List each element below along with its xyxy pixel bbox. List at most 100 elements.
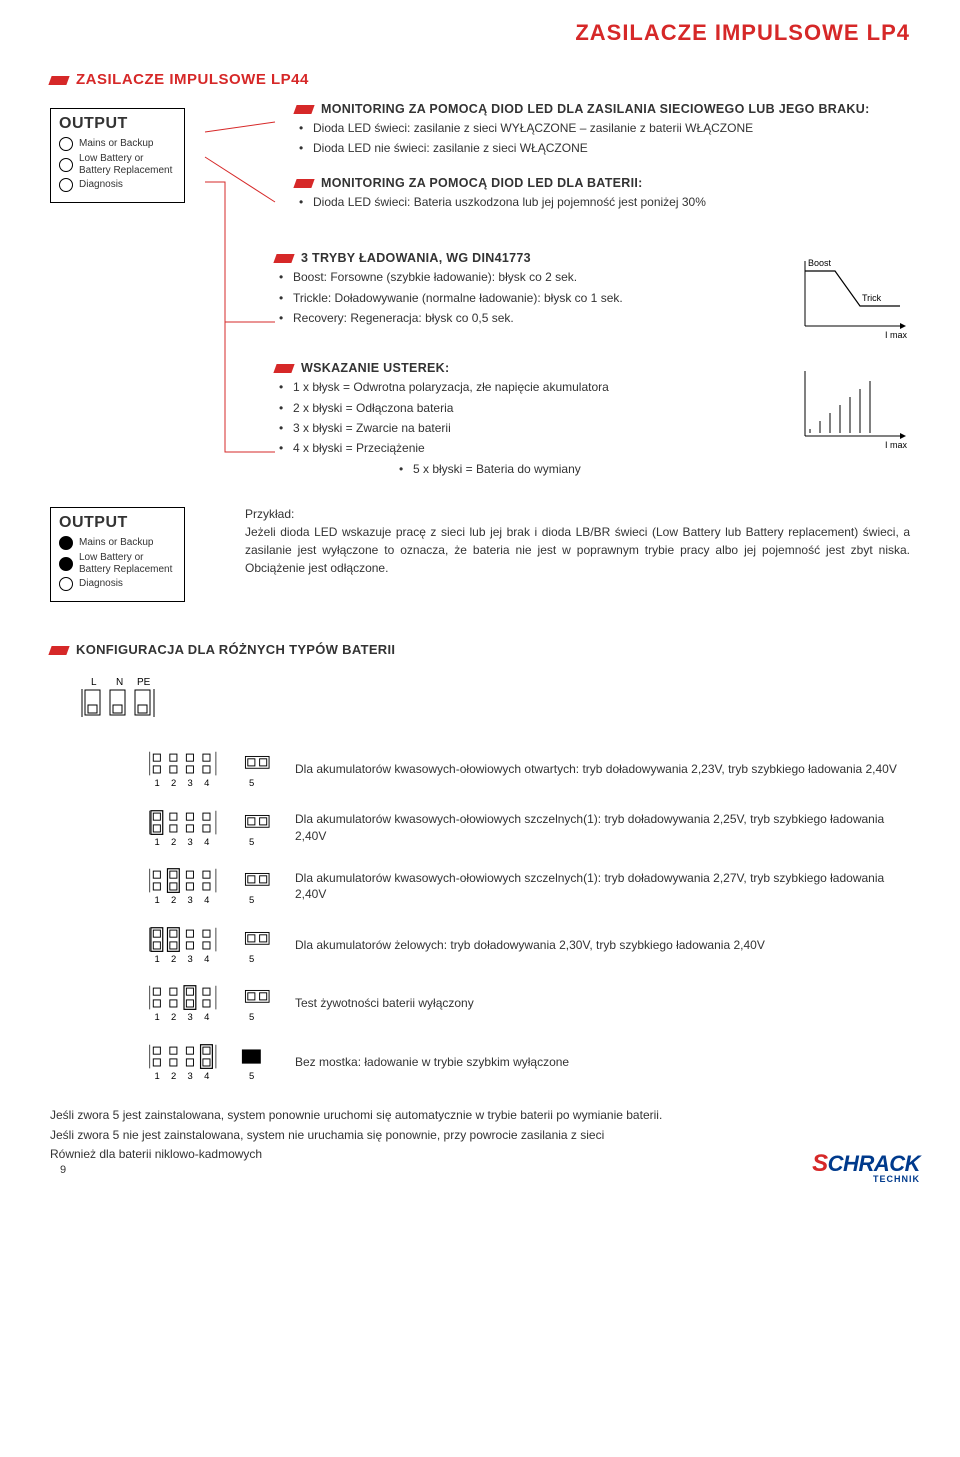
svg-text:4: 4 — [204, 1012, 209, 1023]
svg-text:3: 3 — [188, 954, 193, 965]
svg-text:3: 3 — [188, 837, 193, 848]
output-title: OUTPUT — [59, 115, 176, 133]
led-icon — [59, 577, 73, 591]
svg-text:3: 3 — [188, 1012, 193, 1023]
marker-icon — [48, 76, 69, 85]
marker-icon — [273, 254, 294, 263]
led-icon — [59, 536, 73, 550]
led-icon — [59, 158, 73, 172]
config-row: 1 2 34 5 Dla akumulatorów żelowych: tryb do… — [145, 923, 910, 968]
svg-text:I max: I max — [885, 330, 908, 340]
marker-icon — [273, 364, 294, 373]
svg-text:1: 1 — [154, 1012, 159, 1023]
svg-text:5: 5 — [249, 1012, 254, 1023]
svg-text:N: N — [116, 677, 123, 688]
dip-diagram: 1 2 34 5 — [145, 864, 275, 909]
marker-icon — [48, 646, 69, 655]
svg-text:4: 4 — [204, 954, 209, 965]
marker-icon — [293, 179, 314, 188]
list-item: 4 x błyski = Przeciążenie — [279, 440, 770, 457]
dip-diagram: 1 2 34 5 — [145, 806, 275, 851]
led-label: Low Battery or Battery Replacement — [79, 552, 176, 575]
output-box-1: OUTPUT Mains or Backup Low Battery or Ba… — [50, 108, 185, 203]
chart-bars: I max — [790, 361, 910, 451]
svg-text:2: 2 — [171, 778, 176, 789]
config-text: Test żywotności baterii wyłączony — [295, 995, 910, 1012]
list-item: Dioda LED świeci: Bateria uszkodzona lub… — [299, 194, 910, 211]
list-item: 1 x błysk = Odwrotna polaryzacja, złe na… — [279, 379, 770, 396]
logo: SCHRACK TECHNIK — [812, 1150, 920, 1184]
page-number: 9 — [60, 1164, 66, 1176]
svg-text:2: 2 — [171, 1012, 176, 1023]
list-item: Recovery: Regeneracja: błysk co 0,5 sek. — [279, 310, 770, 327]
config-text: Dla akumulatorów kwasowych-ołowiowych sz… — [295, 870, 910, 904]
led-label: Mains or Backup — [79, 138, 153, 150]
dip-diagram: 1 2 34 5 — [145, 747, 275, 792]
svg-text:Boost: Boost — [808, 258, 832, 268]
led-icon — [59, 137, 73, 151]
config-text: Dla akumulatorów kwasowych-ołowiowych ot… — [295, 761, 910, 778]
led-label: Diagnosis — [79, 179, 123, 191]
list-item: Trickle: Doładowywanie (normalne ładowan… — [279, 290, 770, 307]
svg-text:1: 1 — [154, 895, 159, 906]
list-item: 2 x błyski = Odłączona bateria — [279, 400, 770, 417]
svg-text:1: 1 — [154, 778, 159, 789]
led-icon — [59, 557, 73, 571]
page-title: ZASILACZE IMPULSOWE LP4 — [50, 20, 910, 46]
list-item: 5 x błyski = Bateria do wymiany — [399, 461, 770, 478]
footer-line: Jeśli zwora 5 nie jest zainstalowana, sy… — [50, 1126, 910, 1145]
svg-text:L: L — [91, 677, 97, 688]
config-row: 1 2 34 5 Dla akumulatorów kwasowych-ołowiow… — [145, 747, 910, 792]
mon-mains-list: Dioda LED świeci: zasilanie z sieci WYŁĄ… — [295, 120, 910, 158]
svg-text:5: 5 — [249, 895, 254, 906]
svg-text:5: 5 — [249, 778, 254, 789]
led-label: Diagnosis — [79, 578, 123, 590]
svg-text:1: 1 — [154, 954, 159, 965]
example-label: Przykład: — [245, 507, 910, 521]
output-title: OUTPUT — [59, 514, 176, 532]
svg-text:3: 3 — [188, 778, 193, 789]
list-item: Boost: Forsowne (szybkie ładowanie): bły… — [279, 269, 770, 286]
svg-text:3: 3 — [188, 1071, 193, 1082]
chart-boost-trick: Boost Trick I max — [790, 251, 910, 341]
config-row: 12345 Bez mostka: ładowanie w trybie szy… — [145, 1040, 910, 1085]
dip-diagram: 1 2 34 5 — [145, 981, 275, 1026]
svg-text:5: 5 — [249, 837, 254, 848]
config-text: Dla akumulatorów kwasowych-ołowiowych sz… — [295, 811, 910, 845]
faults-heading: WSKAZANIE USTEREK: — [275, 361, 770, 375]
terminal-diagram: L N PE — [80, 675, 910, 733]
svg-text:I max: I max — [885, 440, 908, 450]
mon-mains-heading: MONITORING ZA POMOCĄ DIOD LED DLA ZASILA… — [295, 102, 910, 116]
svg-text:4: 4 — [204, 895, 209, 906]
svg-text:2: 2 — [171, 895, 176, 906]
main-heading: ZASILACZE IMPULSOWE LP44 — [50, 71, 910, 88]
config-heading: KONFIGURACJA DLA RÓŻNYCH TYPÓW BATERII — [50, 642, 910, 657]
svg-text:3: 3 — [188, 895, 193, 906]
config-text: Dla akumulatorów żelowych: tryb doładowy… — [295, 937, 910, 954]
svg-text:4: 4 — [204, 778, 209, 789]
svg-text:1: 1 — [154, 1071, 159, 1082]
list-item: 3 x błyski = Zwarcie na baterii — [279, 420, 770, 437]
svg-text:1: 1 — [154, 837, 159, 848]
svg-text:2: 2 — [171, 837, 176, 848]
marker-icon — [293, 105, 314, 114]
output-box-2: OUTPUT Mains or Backup Low Battery or Ba… — [50, 507, 185, 602]
dip-diagram: 12345 — [145, 1040, 275, 1085]
config-text: Bez mostka: ładowanie w trybie szybkim w… — [295, 1054, 910, 1071]
modes-heading: 3 TRYBY ŁADOWANIA, WG DIN41773 — [275, 251, 770, 265]
example-text: Jeżeli dioda LED wskazuje pracę z sieci … — [245, 523, 910, 577]
config-row: 1 2 34 5 Test żywotności baterii wyłączony — [145, 981, 910, 1026]
svg-text:4: 4 — [204, 1071, 209, 1082]
svg-text:5: 5 — [249, 954, 254, 965]
footer-notes: Jeśli zwora 5 jest zainstalowana, system… — [50, 1106, 910, 1164]
config-row: 1 2 34 5 Dla akumulatorów kwasowych-ołowiow… — [145, 864, 910, 909]
svg-text:4: 4 — [204, 837, 209, 848]
mon-batt-heading: MONITORING ZA POMOCĄ DIOD LED DLA BATERI… — [295, 176, 910, 190]
footer-line: Jeśli zwora 5 jest zainstalowana, system… — [50, 1106, 910, 1125]
config-row: 1 2 34 5 Dla akumulatorów kwasowych-ołowiow… — [145, 806, 910, 851]
led-icon — [59, 178, 73, 192]
svg-text:2: 2 — [171, 954, 176, 965]
led-label: Mains or Backup — [79, 537, 153, 549]
svg-text:Trick: Trick — [862, 293, 882, 303]
svg-text:2: 2 — [171, 1071, 176, 1082]
